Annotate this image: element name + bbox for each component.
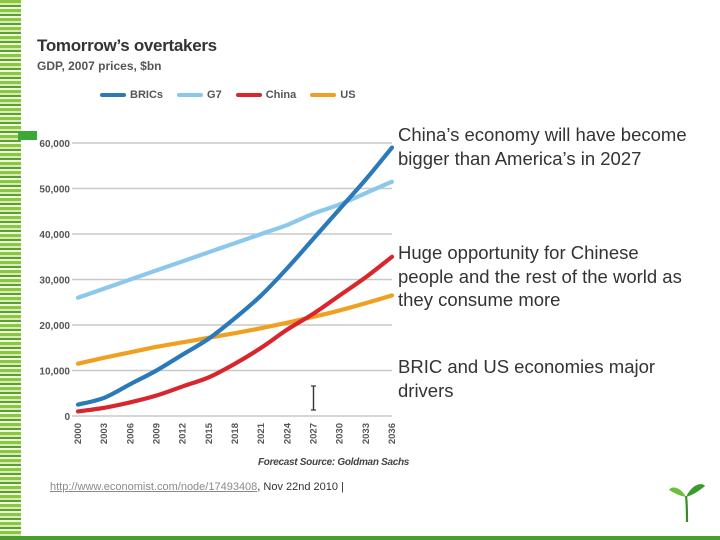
sprout-logo-icon [669, 484, 705, 523]
series-line-brics [75, 145, 395, 407]
x-tick-label: 2027 [309, 423, 320, 444]
x-tick-label: 2003 [99, 423, 110, 444]
x-tick-label: 2021 [256, 422, 267, 444]
legend-item-g7: G7 [177, 89, 222, 101]
bullet-drivers: BRIC and US economies major drivers [398, 356, 656, 401]
x-tick-label: 2009 [152, 423, 163, 444]
y-tick-label: 60,000 [39, 139, 70, 150]
bullet-opportunity: Huge opportunity for Chinese people and … [398, 242, 682, 310]
legend-item-china: China [235, 89, 297, 101]
forecast-source-caption: Forecast Source: Goldman Sachs [258, 457, 409, 468]
y-tick-label: 20,000 [39, 321, 70, 332]
legend-label-china: China [265, 89, 297, 101]
y-tick-label: 40,000 [39, 230, 70, 241]
bullet-china-overtakes: China’s economy will have become bigger … [398, 124, 687, 169]
source-url-link[interactable]: http://www.economist.com/node/17493408 [50, 481, 258, 493]
x-tick-label: 2036 [387, 423, 398, 444]
source-label: Source: Goldman Sachs [299, 457, 410, 468]
legend-item-brics: BRICs [100, 89, 163, 101]
legend-swatch-g7 [177, 93, 204, 97]
x-tick-label: 2030 [335, 423, 346, 444]
x-tick-label: 2000 [73, 423, 84, 444]
x-tick-label: 2024 [282, 422, 293, 444]
series-line-china [75, 254, 395, 414]
y-tick-label: 50,000 [39, 185, 70, 196]
chart-title: Tomorrow’s overtakers [37, 36, 217, 55]
forecast-label: Forecast [258, 457, 298, 468]
x-tick-label: 2006 [125, 423, 136, 444]
accent-tab [18, 131, 37, 140]
series-line-g7 [75, 179, 395, 300]
x-tick-label: 2015 [204, 422, 215, 444]
legend-label-us: US [340, 89, 356, 101]
legend-label-g7: G7 [207, 89, 222, 101]
x-tick-label: 2018 [230, 423, 241, 444]
bottom-accent-bar [0, 536, 720, 540]
x-tick-label: 2033 [361, 423, 372, 444]
legend-swatch-brics [100, 93, 126, 97]
y-tick-label: 10,000 [39, 367, 70, 378]
chart-legend: BRICs G7 China US [100, 89, 356, 101]
legend-swatch-china [235, 93, 262, 97]
series-line-us [75, 293, 395, 366]
source-date: , Nov 22nd 2010 | [257, 481, 344, 493]
decorative-stripes [0, 0, 21, 540]
x-tick-label: 2012 [178, 423, 189, 444]
y-tick-label: 0 [64, 412, 70, 423]
chart-subtitle: GDP, 2007 prices, $bn [37, 59, 162, 73]
legend-item-us: US [310, 89, 356, 101]
legend-swatch-us [310, 93, 337, 97]
legend-label-brics: BRICs [130, 89, 164, 101]
y-tick-label: 30,000 [39, 276, 70, 287]
source-citation: http://www.economist.com/node/17493408, … [50, 481, 344, 493]
